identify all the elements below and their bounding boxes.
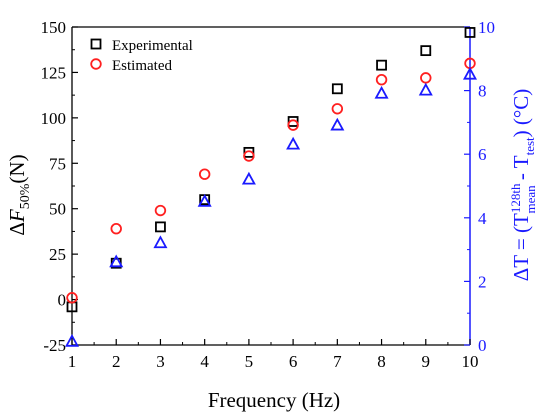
- left-y-tick-label: 25: [49, 245, 66, 264]
- x-tick-label: 2: [112, 352, 121, 371]
- left-y-tick-label: 125: [41, 63, 67, 82]
- delta-t-point: [64, 333, 80, 347]
- estimated-point: [287, 119, 299, 131]
- left-y-tick-label: 150: [41, 18, 67, 37]
- legend-marker-circle: [90, 58, 102, 70]
- right-y-axis-label: ΔT = (T128thmean - Ttest) (°C): [508, 89, 538, 282]
- right-y-tick-label: 0: [478, 336, 487, 355]
- experimental-point: [376, 59, 387, 71]
- x-axis: 1 2 3 4 5 6 7 8 9 10: [68, 339, 479, 371]
- left-y-axis: -25 0 25 50 75 100 125 150: [41, 18, 78, 355]
- x-tick-label: 7: [333, 352, 342, 371]
- delta-t-point: [109, 254, 124, 268]
- delta-t-point: [418, 82, 433, 96]
- left-y-axis-label: ΔF50%(N): [5, 154, 33, 235]
- x-axis-label: Frequency (Hz): [208, 388, 340, 412]
- estimated-point: [331, 103, 344, 115]
- right-y-tick-label: 4: [478, 209, 487, 228]
- legend-label: Estimated: [112, 58, 172, 74]
- legend: Experimental Estimated: [90, 38, 193, 74]
- plot-frame: [71, 26, 471, 346]
- left-y-tick-label: -25: [43, 336, 66, 355]
- legend-label: Experimental: [112, 38, 193, 54]
- right-y-tick-label: 2: [478, 272, 487, 291]
- delta-t-point: [374, 85, 389, 99]
- x-tick-label: 10: [462, 352, 479, 371]
- x-tick-label: 9: [422, 352, 431, 371]
- estimated-point: [154, 204, 167, 217]
- legend-marker-square: [90, 38, 102, 50]
- x-tick-label: 3: [156, 352, 165, 371]
- experimental-point: [243, 146, 255, 158]
- delta-t-point: [286, 136, 301, 150]
- delta-t-point: [462, 66, 478, 80]
- right-y-tick-label: 6: [478, 145, 487, 164]
- delta-t-point: [197, 194, 212, 207]
- estimated-point: [420, 72, 432, 84]
- estimated-point: [110, 223, 122, 235]
- delta-t-point: [330, 117, 345, 131]
- delta-t-point: [241, 171, 256, 185]
- right-y-tick-label: 8: [478, 82, 487, 101]
- experimental-point: [464, 27, 476, 38]
- experimental-point: [155, 221, 166, 233]
- x-tick-label: 5: [245, 352, 254, 371]
- experimental-point: [420, 45, 432, 57]
- experimental-point: [287, 116, 299, 127]
- estimated-point: [243, 150, 255, 162]
- right-y-axis: 0 2 4 6 8 10: [464, 18, 495, 355]
- delta-t-point: [153, 235, 168, 249]
- left-y-tick-label: 0: [58, 291, 67, 310]
- x-tick-label: 6: [289, 352, 298, 371]
- left-y-tick-label: 100: [41, 109, 67, 128]
- experimental-point: [331, 83, 343, 95]
- x-tick-label: 4: [200, 352, 209, 371]
- right-y-tick-label: 10: [478, 18, 495, 37]
- estimated-point: [375, 73, 388, 86]
- x-tick-label: 1: [68, 352, 77, 371]
- left-y-tick-label: 75: [49, 154, 66, 173]
- data-marks: [64, 27, 478, 347]
- x-tick-label: 8: [377, 352, 386, 371]
- estimated-point: [198, 168, 211, 180]
- estimated-point: [66, 292, 78, 304]
- left-y-tick-label: 50: [49, 200, 66, 219]
